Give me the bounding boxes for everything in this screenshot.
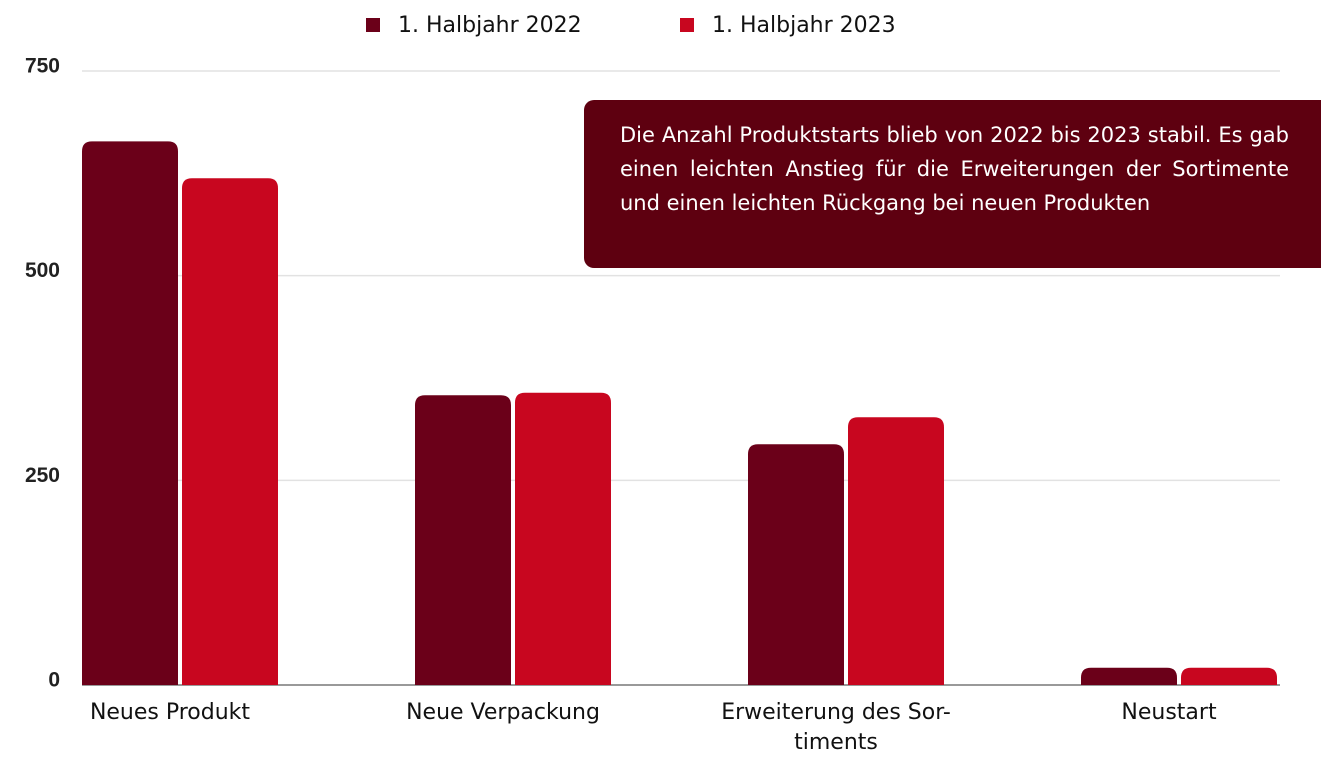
y-tick-label: 750	[25, 55, 60, 78]
bar	[82, 141, 178, 685]
y-tick-label: 0	[48, 669, 60, 692]
x-tick-label: Neustart	[1121, 700, 1217, 725]
bar	[415, 395, 511, 685]
bar	[515, 392, 611, 685]
legend-swatch	[366, 18, 380, 32]
legend-label: 1. Halbjahr 2023	[712, 13, 896, 38]
legend-swatch	[680, 18, 694, 32]
annotation: Die Anzahl Produktstarts blieb von 2022 …	[584, 100, 1321, 268]
x-tick-label: Erweiterung des Sor- timents	[721, 700, 951, 755]
bar	[182, 178, 278, 685]
legend-label: 1. Halbjahr 2022	[398, 13, 582, 38]
y-tick-label: 250	[25, 464, 60, 487]
x-tick-label: Neue Verpackung	[406, 700, 600, 725]
bar	[1181, 667, 1277, 685]
x-tick-label: Neues Produkt	[89, 700, 251, 725]
bar	[748, 444, 844, 685]
y-tick-label: 500	[25, 259, 60, 282]
bar	[848, 417, 944, 685]
bar	[1081, 667, 1177, 685]
